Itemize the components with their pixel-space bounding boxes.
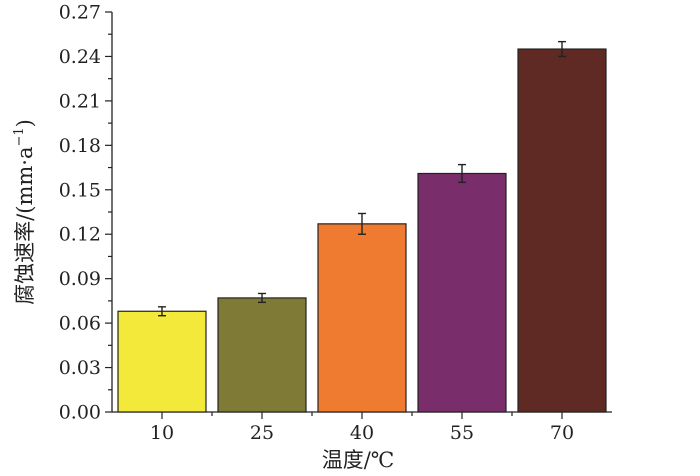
y-axis-title-close: ) — [13, 119, 37, 127]
x-axis: 10 25 40 55 70 — [112, 411, 612, 444]
y-tick-label: 0.27 — [59, 2, 101, 24]
bar-10 — [117, 310, 207, 413]
x-tick-label: 25 — [250, 422, 274, 444]
y-tick-label: 0.21 — [59, 90, 101, 112]
y-tick-label: 0.06 — [59, 313, 101, 335]
bars — [117, 48, 607, 413]
y-tick-label: 0.00 — [59, 402, 101, 424]
error-bar-10 — [158, 306, 166, 317]
y-tick-label: 0.09 — [59, 268, 101, 290]
bar-55 — [417, 172, 507, 413]
x-axis-title: 温度/℃ — [322, 448, 395, 472]
y-tick-label: 0.03 — [59, 357, 101, 379]
error-bar-55 — [458, 163, 466, 184]
x-tick-label: 70 — [550, 422, 574, 444]
y-tick-label: 0.12 — [59, 224, 101, 246]
bar-70 — [517, 48, 607, 413]
x-tick-label: 55 — [450, 422, 474, 444]
y-axis-title-main: 腐蚀速率/(mm·a — [13, 147, 37, 305]
error-bars — [158, 40, 566, 317]
x-tick-label: 10 — [150, 422, 174, 444]
error-bar-70 — [558, 40, 566, 58]
y-tick-label: 0.24 — [59, 46, 101, 68]
y-tick-label: 0.15 — [59, 179, 101, 201]
error-bar-25 — [258, 292, 266, 304]
bar-40 — [317, 223, 407, 413]
y-tick-label: 0.18 — [59, 135, 101, 157]
error-bar-40 — [358, 212, 366, 235]
y-axis-title-superscript: −1 — [12, 127, 27, 146]
y-axis-title: 腐蚀速率/(mm·a−1) — [12, 119, 37, 305]
y-axis: 0.00 0.03 0.06 0.09 0.12 0.15 0.18 0.21 0.24 0.27 — [59, 2, 113, 424]
bar-25 — [217, 297, 307, 413]
x-tick-label: 40 — [350, 422, 374, 444]
